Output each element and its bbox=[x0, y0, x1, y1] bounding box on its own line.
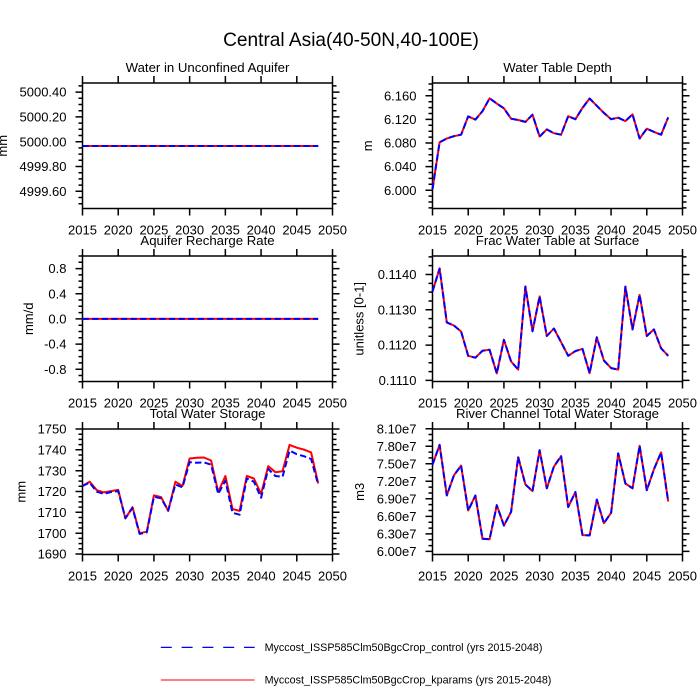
svg-text:2020: 2020 bbox=[104, 569, 133, 584]
svg-text:2035: 2035 bbox=[211, 223, 240, 238]
svg-text:2025: 2025 bbox=[489, 223, 518, 238]
svg-text:2025: 2025 bbox=[489, 396, 518, 411]
svg-text:2045: 2045 bbox=[632, 569, 661, 584]
svg-text:2015: 2015 bbox=[418, 223, 447, 238]
svg-text:River Channel Total Water Stor: River Channel Total Water Storage bbox=[456, 406, 659, 421]
svg-text:7.20e7: 7.20e7 bbox=[377, 474, 417, 489]
svg-text:2015: 2015 bbox=[418, 569, 447, 584]
svg-text:2030: 2030 bbox=[525, 396, 554, 411]
svg-text:0.4: 0.4 bbox=[48, 286, 66, 301]
svg-text:2015: 2015 bbox=[68, 223, 97, 238]
svg-text:Frac Water Table at Surface: Frac Water Table at Surface bbox=[476, 233, 639, 248]
svg-text:2040: 2040 bbox=[597, 396, 626, 411]
svg-text:2045: 2045 bbox=[282, 569, 311, 584]
svg-text:2015: 2015 bbox=[68, 569, 97, 584]
svg-text:2025: 2025 bbox=[489, 569, 518, 584]
svg-text:2040: 2040 bbox=[247, 223, 276, 238]
svg-text:mm: mm bbox=[0, 135, 10, 157]
svg-text:2045: 2045 bbox=[282, 223, 311, 238]
svg-text:6.60e7: 6.60e7 bbox=[377, 509, 417, 524]
svg-text:2030: 2030 bbox=[525, 569, 554, 584]
svg-text:1750: 1750 bbox=[38, 422, 67, 437]
svg-text:2030: 2030 bbox=[175, 396, 204, 411]
svg-text:0.8: 0.8 bbox=[48, 261, 66, 276]
svg-text:2025: 2025 bbox=[139, 223, 168, 238]
svg-text:1720: 1720 bbox=[38, 484, 67, 499]
svg-text:2015: 2015 bbox=[68, 396, 97, 411]
svg-text:2040: 2040 bbox=[597, 569, 626, 584]
svg-text:0.1120: 0.1120 bbox=[378, 338, 417, 353]
svg-text:8.10e7: 8.10e7 bbox=[377, 421, 417, 436]
svg-text:6.30e7: 6.30e7 bbox=[377, 527, 417, 542]
svg-text:6.120: 6.120 bbox=[384, 112, 417, 127]
svg-text:2030: 2030 bbox=[175, 569, 204, 584]
svg-text:1710: 1710 bbox=[38, 505, 67, 520]
svg-text:6.000: 6.000 bbox=[384, 183, 417, 198]
svg-text:Myccost_ISSP585Clm50BgcCrop_co: Myccost_ISSP585Clm50BgcCrop_control (yrs… bbox=[265, 642, 543, 654]
svg-text:2035: 2035 bbox=[211, 569, 240, 584]
svg-text:unitless [0-1]: unitless [0-1] bbox=[352, 282, 367, 356]
svg-text:6.080: 6.080 bbox=[384, 136, 417, 151]
svg-text:1740: 1740 bbox=[38, 442, 67, 457]
svg-text:2020: 2020 bbox=[454, 569, 483, 584]
svg-text:2025: 2025 bbox=[139, 569, 168, 584]
svg-text:2050: 2050 bbox=[318, 223, 347, 238]
svg-text:7.50e7: 7.50e7 bbox=[377, 456, 417, 471]
svg-text:4999.60: 4999.60 bbox=[20, 184, 67, 199]
svg-text:2030: 2030 bbox=[525, 223, 554, 238]
svg-text:2045: 2045 bbox=[632, 396, 661, 411]
svg-text:2050: 2050 bbox=[668, 223, 697, 238]
svg-text:1690: 1690 bbox=[38, 547, 67, 562]
svg-text:2020: 2020 bbox=[104, 396, 133, 411]
svg-text:2050: 2050 bbox=[318, 396, 347, 411]
svg-text:2040: 2040 bbox=[247, 569, 276, 584]
svg-text:0.1130: 0.1130 bbox=[378, 302, 417, 317]
svg-text:mm: mm bbox=[14, 481, 29, 503]
svg-text:Aquifer Recharge Rate: Aquifer Recharge Rate bbox=[140, 233, 274, 248]
svg-text:mm/d: mm/d bbox=[21, 303, 36, 336]
svg-text:1700: 1700 bbox=[38, 526, 67, 541]
svg-text:-0.4: -0.4 bbox=[44, 337, 66, 352]
svg-text:2050: 2050 bbox=[318, 569, 347, 584]
svg-text:2035: 2035 bbox=[561, 396, 590, 411]
svg-text:0.0: 0.0 bbox=[48, 312, 66, 327]
svg-text:7.80e7: 7.80e7 bbox=[377, 439, 417, 454]
svg-text:Water Table Depth: Water Table Depth bbox=[503, 60, 612, 75]
svg-text:2035: 2035 bbox=[561, 569, 590, 584]
svg-text:2030: 2030 bbox=[175, 223, 204, 238]
svg-text:2025: 2025 bbox=[139, 396, 168, 411]
svg-text:Total Water Storage: Total Water Storage bbox=[149, 406, 265, 421]
svg-text:1730: 1730 bbox=[38, 463, 67, 478]
svg-text:m: m bbox=[360, 140, 375, 151]
svg-text:6.040: 6.040 bbox=[384, 159, 417, 174]
svg-text:6.00e7: 6.00e7 bbox=[377, 544, 417, 559]
svg-text:2045: 2045 bbox=[632, 223, 661, 238]
svg-text:6.160: 6.160 bbox=[384, 88, 417, 103]
svg-text:2035: 2035 bbox=[211, 396, 240, 411]
svg-text:2050: 2050 bbox=[668, 569, 697, 584]
svg-text:5000.00: 5000.00 bbox=[20, 134, 67, 149]
svg-text:2045: 2045 bbox=[282, 396, 311, 411]
svg-text:2035: 2035 bbox=[561, 223, 590, 238]
svg-text:2015: 2015 bbox=[418, 396, 447, 411]
svg-text:5000.20: 5000.20 bbox=[20, 110, 67, 125]
svg-text:2040: 2040 bbox=[597, 223, 626, 238]
svg-text:Central Asia(40-50N,40-100E): Central Asia(40-50N,40-100E) bbox=[223, 30, 479, 51]
svg-text:2020: 2020 bbox=[454, 223, 483, 238]
svg-text:0.1110: 0.1110 bbox=[379, 373, 417, 388]
svg-text:2020: 2020 bbox=[104, 223, 133, 238]
svg-text:2050: 2050 bbox=[668, 396, 697, 411]
svg-text:4999.80: 4999.80 bbox=[20, 159, 67, 174]
svg-text:2040: 2040 bbox=[247, 396, 276, 411]
svg-text:m3: m3 bbox=[352, 483, 367, 501]
svg-text:0.1140: 0.1140 bbox=[378, 267, 417, 282]
svg-text:5000.40: 5000.40 bbox=[20, 85, 67, 100]
svg-text:Water in Unconfined Aquifer: Water in Unconfined Aquifer bbox=[126, 60, 290, 75]
svg-text:6.90e7: 6.90e7 bbox=[377, 491, 417, 506]
svg-text:2020: 2020 bbox=[454, 396, 483, 411]
svg-text:-0.8: -0.8 bbox=[44, 362, 66, 377]
svg-text:Myccost_ISSP585Clm50BgcCrop_kp: Myccost_ISSP585Clm50BgcCrop_kparams (yrs… bbox=[265, 674, 552, 686]
